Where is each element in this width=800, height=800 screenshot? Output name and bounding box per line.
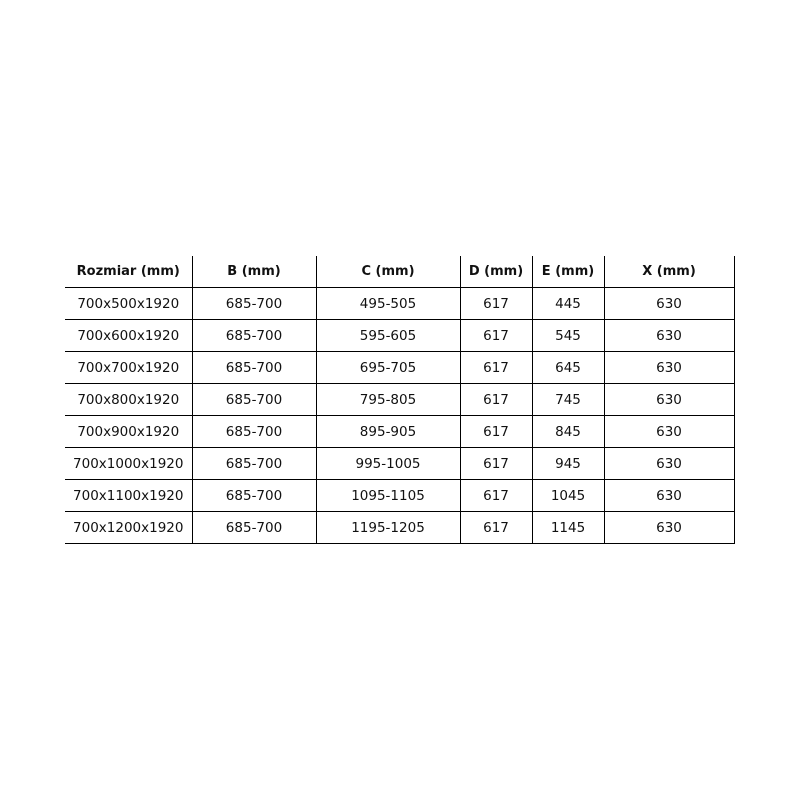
header-row: Rozmiar (mm) B (mm) C (mm) D (mm) E (mm)… [65, 256, 735, 288]
header-e: E (mm) [532, 256, 605, 288]
table-row: 700x900x1920 685-700 895-905 617 845 630 [65, 415, 735, 448]
cell-rozmiar: 700x900x1920 [65, 415, 193, 448]
cell-rozmiar: 700x1000x1920 [65, 447, 193, 480]
header-c: C (mm) [316, 256, 461, 288]
cell-x: 630 [604, 415, 735, 448]
cell-e: 545 [532, 319, 605, 352]
cell-x: 630 [604, 383, 735, 416]
cell-c: 895-905 [316, 415, 461, 448]
cell-x: 630 [604, 447, 735, 480]
table-row: 700x500x1920 685-700 495-505 617 445 630 [65, 287, 735, 320]
cell-d: 617 [460, 479, 533, 512]
cell-b: 685-700 [192, 479, 317, 512]
cell-b: 685-700 [192, 287, 317, 320]
cell-x: 630 [604, 319, 735, 352]
header-d: D (mm) [460, 256, 533, 288]
cell-rozmiar: 700x500x1920 [65, 287, 193, 320]
cell-x: 630 [604, 351, 735, 384]
cell-d: 617 [460, 383, 533, 416]
cell-e: 945 [532, 447, 605, 480]
table-row: 700x800x1920 685-700 795-805 617 745 630 [65, 383, 735, 416]
cell-d: 617 [460, 287, 533, 320]
cell-rozmiar: 700x1100x1920 [65, 479, 193, 512]
cell-c: 795-805 [316, 383, 461, 416]
table-row: 700x1200x1920 685-700 1195-1205 617 1145 630 [65, 511, 735, 544]
dimensions-table: Rozmiar (mm) B (mm) C (mm) D (mm) E (mm)… [65, 256, 735, 544]
table-row: 700x600x1920 685-700 595-605 617 545 630 [65, 319, 735, 352]
cell-c: 695-705 [316, 351, 461, 384]
header-b: B (mm) [192, 256, 317, 288]
cell-e: 745 [532, 383, 605, 416]
cell-rozmiar: 700x1200x1920 [65, 511, 193, 544]
cell-d: 617 [460, 351, 533, 384]
cell-b: 685-700 [192, 319, 317, 352]
cell-b: 685-700 [192, 383, 317, 416]
header-rozmiar: Rozmiar (mm) [65, 256, 193, 288]
cell-c: 995-1005 [316, 447, 461, 480]
cell-b: 685-700 [192, 511, 317, 544]
table-row: 700x700x1920 685-700 695-705 617 645 630 [65, 351, 735, 384]
cell-e: 845 [532, 415, 605, 448]
cell-b: 685-700 [192, 415, 317, 448]
cell-c: 495-505 [316, 287, 461, 320]
cell-d: 617 [460, 511, 533, 544]
cell-rozmiar: 700x700x1920 [65, 351, 193, 384]
cell-b: 685-700 [192, 447, 317, 480]
cell-rozmiar: 700x800x1920 [65, 383, 193, 416]
table-row: 700x1100x1920 685-700 1095-1105 617 1045 630 [65, 479, 735, 512]
cell-d: 617 [460, 415, 533, 448]
cell-c: 1095-1105 [316, 479, 461, 512]
cell-e: 1045 [532, 479, 605, 512]
cell-rozmiar: 700x600x1920 [65, 319, 193, 352]
cell-e: 445 [532, 287, 605, 320]
table-row: 700x1000x1920 685-700 995-1005 617 945 630 [65, 447, 735, 480]
cell-x: 630 [604, 287, 735, 320]
cell-e: 1145 [532, 511, 605, 544]
cell-d: 617 [460, 319, 533, 352]
cell-c: 1195-1205 [316, 511, 461, 544]
cell-x: 630 [604, 479, 735, 512]
cell-e: 645 [532, 351, 605, 384]
cell-b: 685-700 [192, 351, 317, 384]
cell-d: 617 [460, 447, 533, 480]
cell-x: 630 [604, 511, 735, 544]
cell-c: 595-605 [316, 319, 461, 352]
header-x: X (mm) [604, 256, 735, 288]
